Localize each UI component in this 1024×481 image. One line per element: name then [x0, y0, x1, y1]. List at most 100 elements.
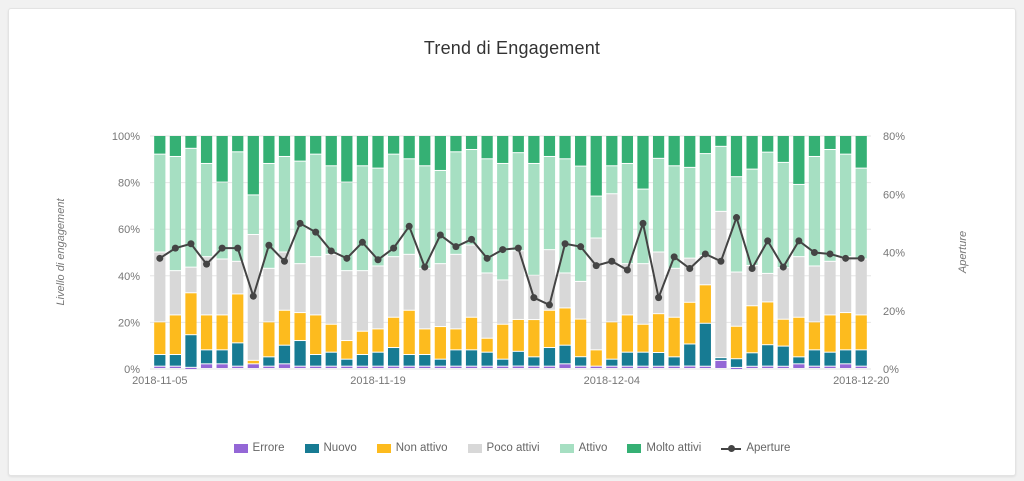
bar-segment-poco-attivi[interactable] [341, 271, 353, 341]
bar-segment-poco-attivi[interactable] [154, 252, 166, 322]
bar-segment-molto-attivi[interactable] [762, 136, 774, 152]
bar-segment-errore[interactable] [169, 366, 181, 368]
bar-segment-attivo[interactable] [699, 154, 711, 255]
bar-segment-poco-attivi[interactable] [185, 267, 197, 293]
bar-segment-nuovo[interactable] [387, 348, 400, 366]
bar-segment-attivo[interactable] [824, 149, 836, 261]
bar-segment-errore[interactable] [310, 366, 322, 368]
bar-segment-poco-attivi[interactable] [684, 258, 696, 302]
bar-segment-poco-attivi[interactable] [497, 280, 509, 324]
bar-segment-non-attivo[interactable] [777, 319, 789, 346]
bar-segment-attivo[interactable] [715, 146, 727, 211]
bar-segment-molto-attivi[interactable] [356, 136, 369, 166]
bar-segment-attivo[interactable] [216, 182, 228, 259]
bar-segment-attivo[interactable] [154, 154, 166, 252]
bar-segment-non-attivo[interactable] [185, 293, 197, 335]
bar-segment-molto-attivi[interactable] [590, 136, 602, 196]
bar-segment-poco-attivi[interactable] [543, 250, 556, 310]
bar-segment-attivo[interactable] [652, 158, 665, 252]
bar-segment-attivo[interactable] [465, 149, 478, 245]
bar-segment-nuovo[interactable] [216, 350, 228, 364]
bar-segment-errore[interactable] [730, 367, 743, 369]
bar-segment-attivo[interactable] [590, 196, 602, 238]
bar-segment-errore[interactable] [793, 364, 805, 368]
bar-segment-nuovo[interactable] [621, 352, 634, 366]
bar-segment-errore[interactable] [481, 366, 493, 368]
bar-segment-non-attivo[interactable] [450, 329, 462, 350]
bar-segment-molto-attivi[interactable] [169, 136, 181, 156]
aperture-point[interactable] [156, 254, 164, 262]
bar-segment-nuovo[interactable] [200, 350, 213, 364]
bar-segment-nuovo[interactable] [372, 352, 384, 366]
bar-segment-errore[interactable] [637, 366, 649, 368]
bar-segment-nuovo[interactable] [465, 350, 478, 366]
bar-segment-molto-attivi[interactable] [730, 136, 743, 177]
aperture-point[interactable] [405, 222, 413, 230]
aperture-point[interactable] [779, 263, 787, 271]
bar-segment-non-attivo[interactable] [590, 350, 602, 366]
bar-segment-attivo[interactable] [341, 182, 353, 271]
bar-segment-molto-attivi[interactable] [808, 136, 821, 156]
bar-segment-errore[interactable] [668, 366, 680, 368]
aperture-point[interactable] [171, 244, 179, 252]
bar-segment-molto-attivi[interactable] [793, 136, 805, 184]
bar-segment-errore[interactable] [621, 366, 634, 368]
bar-segment-errore[interactable] [684, 366, 696, 368]
aperture-point[interactable] [234, 244, 242, 252]
aperture-point[interactable] [826, 250, 834, 258]
bar-segment-non-attivo[interactable] [699, 285, 711, 323]
bar-segment-molto-attivi[interactable] [216, 136, 228, 182]
bar-segment-attivo[interactable] [278, 156, 291, 252]
bar-segment-poco-attivi[interactable] [325, 254, 337, 324]
bar-segment-non-attivo[interactable] [512, 319, 524, 351]
bar-segment-poco-attivi[interactable] [575, 281, 587, 319]
bar-segment-attivo[interactable] [169, 156, 181, 271]
aperture-point[interactable] [249, 292, 257, 300]
aperture-point[interactable] [218, 244, 226, 252]
legend-item-aperture[interactable]: Aperture [721, 442, 790, 454]
bar-segment-molto-attivi[interactable] [637, 136, 649, 189]
bar-segment-molto-attivi[interactable] [824, 136, 836, 149]
aperture-point[interactable] [530, 294, 538, 302]
bar-segment-molto-attivi[interactable] [387, 136, 400, 154]
bar-segment-non-attivo[interactable] [294, 313, 306, 341]
bar-segment-attivo[interactable] [356, 166, 369, 271]
bar-segment-nuovo[interactable] [450, 350, 462, 366]
bar-segment-nuovo[interactable] [169, 355, 181, 366]
aperture-point[interactable] [452, 243, 460, 251]
bar-segment-nuovo[interactable] [512, 351, 524, 366]
bar-segment-non-attivo[interactable] [387, 317, 400, 348]
bar-segment-nuovo[interactable] [824, 352, 836, 366]
bar-segment-attivo[interactable] [450, 152, 462, 254]
bar-segment-poco-attivi[interactable] [419, 268, 431, 329]
bar-segment-poco-attivi[interactable] [263, 268, 275, 322]
bar-segment-nuovo[interactable] [434, 359, 446, 366]
bar-segment-molto-attivi[interactable] [325, 136, 337, 166]
bar-segment-nuovo[interactable] [668, 357, 680, 366]
bar-segment-errore[interactable] [200, 364, 213, 368]
bar-segment-attivo[interactable] [372, 168, 384, 266]
bar-segment-nuovo[interactable] [154, 355, 166, 366]
bar-segment-poco-attivi[interactable] [216, 259, 228, 315]
bar-segment-attivo[interactable] [855, 168, 867, 259]
bar-segment-poco-attivi[interactable] [278, 252, 291, 310]
bar-segment-nuovo[interactable] [356, 355, 369, 366]
bar-segment-molto-attivi[interactable] [278, 136, 291, 156]
bar-segment-molto-attivi[interactable] [372, 136, 384, 168]
bar-segment-molto-attivi[interactable] [154, 136, 166, 154]
bar-segment-attivo[interactable] [325, 166, 337, 254]
bar-segment-errore[interactable] [497, 366, 509, 368]
bar-segment-molto-attivi[interactable] [512, 136, 524, 153]
bar-segment-molto-attivi[interactable] [481, 136, 493, 159]
bar-segment-attivo[interactable] [387, 154, 400, 257]
bar-segment-attivo[interactable] [543, 156, 556, 250]
bar-segment-attivo[interactable] [263, 163, 275, 268]
bar-segment-nuovo[interactable] [777, 346, 789, 366]
bar-segment-non-attivo[interactable] [824, 315, 836, 352]
bar-segment-nuovo[interactable] [232, 343, 244, 366]
bar-segment-molto-attivi[interactable] [543, 136, 556, 156]
bar-segment-poco-attivi[interactable] [855, 259, 867, 315]
bar-segment-poco-attivi[interactable] [512, 251, 524, 319]
bar-segment-non-attivo[interactable] [730, 326, 743, 359]
bar-segment-nuovo[interactable] [637, 352, 649, 366]
